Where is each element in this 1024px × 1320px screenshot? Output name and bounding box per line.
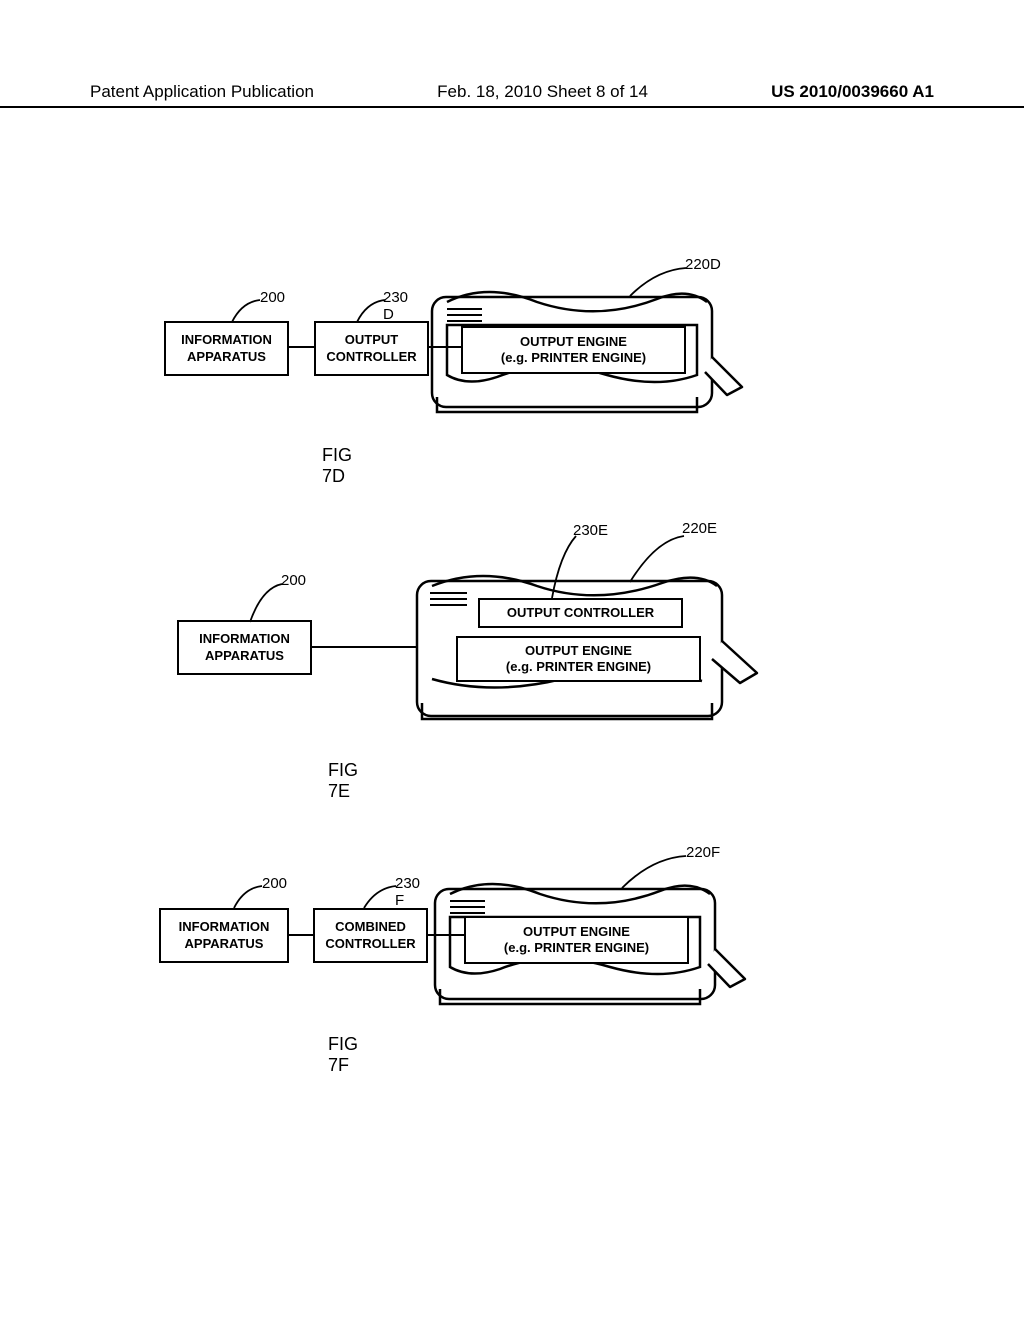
connector-d2 [429, 346, 461, 348]
ref-220d: 220D [685, 256, 721, 273]
info-apparatus-line2-e: APPARATUS [205, 648, 284, 664]
engine-line2-e: (e.g. PRINTER ENGINE) [506, 659, 651, 675]
info-apparatus-box-f: INFORMATION APPARATUS [159, 908, 289, 963]
leader-arc-f1 [232, 884, 272, 912]
leader-arc-e1 [248, 582, 290, 624]
fig-label-7f: FIG 7F [328, 1034, 358, 1076]
engine-line1-d: OUTPUT ENGINE [520, 334, 627, 350]
info-apparatus-line2-f: APPARATUS [185, 936, 264, 952]
controller-label-e: OUTPUT CONTROLLER [507, 605, 654, 621]
controller-box-f: COMBINED CONTROLLER [313, 908, 428, 963]
info-apparatus-line1-e: INFORMATION [199, 631, 290, 647]
engine-line2-d: (e.g. PRINTER ENGINE) [501, 350, 646, 366]
leader-arc-d2 [355, 298, 395, 326]
info-apparatus-line2-d: APPARATUS [187, 349, 266, 365]
leader-arc-f2 [362, 884, 406, 912]
header-right: US 2010/0039660 A1 [771, 82, 934, 102]
connector-f1 [289, 934, 313, 936]
page-header: Patent Application Publication Feb. 18, … [0, 82, 1024, 108]
info-apparatus-box-e: INFORMATION APPARATUS [177, 620, 312, 675]
fig-label-7d: FIG 7D [322, 445, 352, 487]
engine-box-f: OUTPUT ENGINE (e.g. PRINTER ENGINE) [464, 916, 689, 964]
controller-line1-f: COMBINED [335, 919, 406, 935]
controller-line2-d: CONTROLLER [326, 349, 416, 365]
controller-line2-f: CONTROLLER [325, 936, 415, 952]
connector-d1 [289, 346, 314, 348]
header-left: Patent Application Publication [90, 82, 314, 102]
fig-label-7e: FIG 7E [328, 760, 358, 802]
leader-arc-d3 [628, 266, 690, 298]
leader-arc-d1 [230, 298, 270, 326]
connector-e [312, 646, 417, 648]
engine-line1-f: OUTPUT ENGINE [523, 924, 630, 940]
leader-arc-e2 [550, 534, 586, 600]
engine-box-e: OUTPUT ENGINE (e.g. PRINTER ENGINE) [456, 636, 701, 682]
engine-line1-e: OUTPUT ENGINE [525, 643, 632, 659]
leader-arc-e3 [628, 534, 688, 584]
leader-arc-f3 [620, 854, 690, 890]
info-apparatus-line1-d: INFORMATION [181, 332, 272, 348]
header-center: Feb. 18, 2010 Sheet 8 of 14 [437, 82, 648, 102]
controller-line1-d: OUTPUT [345, 332, 398, 348]
engine-line2-f: (e.g. PRINTER ENGINE) [504, 940, 649, 956]
ref-220f: 220F [686, 844, 720, 861]
connector-f2 [428, 934, 464, 936]
controller-box-e: OUTPUT CONTROLLER [478, 598, 683, 628]
controller-box-d: OUTPUT CONTROLLER [314, 321, 429, 376]
engine-box-d: OUTPUT ENGINE (e.g. PRINTER ENGINE) [461, 326, 686, 374]
info-apparatus-line1-f: INFORMATION [179, 919, 270, 935]
info-apparatus-box-d: INFORMATION APPARATUS [164, 321, 289, 376]
